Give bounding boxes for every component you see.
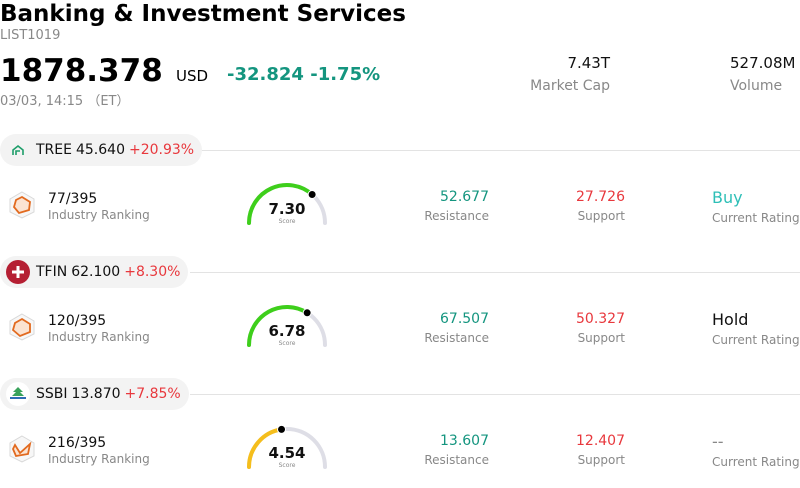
industry-rank-value: 120/395 — [48, 313, 107, 329]
current-rating-label: Current Rating — [712, 455, 800, 469]
stock-pill-tfin[interactable]: TFIN 62.100 +8.30% — [0, 256, 189, 288]
index-code: LIST1019 — [0, 28, 61, 43]
industry-ranking-icon — [9, 313, 35, 341]
score-gauge — [247, 183, 327, 225]
score-label: Score — [278, 340, 296, 347]
industry-ranking-icon — [9, 435, 35, 463]
volume-value: 527.08M — [730, 54, 796, 72]
support-label: Support — [577, 209, 625, 223]
section-divider — [195, 150, 800, 151]
gauge-marker — [307, 190, 317, 199]
current-rating-value: -- — [712, 432, 724, 451]
page-title: Banking & Investment Services — [0, 1, 406, 27]
current-rating-value: Buy — [712, 188, 743, 207]
gauge-fill — [247, 305, 310, 347]
score-gauge — [247, 305, 327, 347]
resistance-value: 67.507 — [440, 311, 489, 327]
support-value: 27.726 — [576, 189, 625, 205]
score-value: 6.78 — [268, 322, 306, 340]
resistance-label: Resistance — [424, 453, 489, 467]
volume-label: Volume — [730, 78, 783, 94]
score-gauge — [247, 424, 327, 469]
current-rating-label: Current Rating — [712, 333, 800, 347]
industry-rank-value: 216/395 — [48, 435, 107, 451]
resistance-value: 52.677 — [440, 189, 489, 205]
resistance-label: Resistance — [424, 209, 489, 223]
industry-rank-label: Industry Ranking — [48, 330, 150, 344]
market-cap-value: 7.43T — [567, 54, 610, 72]
currency-label: USD — [176, 67, 209, 85]
score-label: Score — [278, 462, 296, 469]
section-divider — [190, 272, 800, 273]
support-label: Support — [577, 331, 625, 345]
stock-price: 45.640 — [75, 142, 125, 158]
timestamp: 03/03, 14:15 （ET） — [0, 94, 130, 109]
score-label: Score — [278, 218, 296, 225]
stock-change-percent: +7.85% — [124, 386, 181, 402]
industry-rank-value: 77/395 — [48, 191, 98, 207]
score-value: 7.30 — [268, 200, 306, 218]
index-price: 1878.378 — [0, 53, 163, 89]
lendingtree-icon — [6, 138, 30, 162]
market-cap-label: Market Cap — [530, 78, 610, 94]
support-value: 12.407 — [576, 433, 625, 449]
stock-symbol: SSBI — [36, 386, 68, 402]
stock-pill-tree[interactable]: TREE 45.640 +20.93% — [0, 134, 203, 166]
price-change-value: -32.824 — [227, 64, 304, 85]
score-value: 4.54 — [268, 444, 306, 462]
support-label: Support — [577, 453, 625, 467]
stock-change-percent: +20.93% — [128, 142, 195, 158]
ssbi-tree-icon — [6, 382, 30, 406]
stock-symbol: TREE — [36, 142, 72, 158]
stock-symbol: TFIN — [36, 264, 68, 280]
gauge-marker — [277, 424, 287, 434]
price-change: -32.824 -1.75% — [227, 64, 380, 85]
stock-price: 62.100 — [71, 264, 121, 280]
triumph-cross-icon — [6, 260, 30, 284]
stock-pill-ssbi[interactable]: SSBI 13.870 +7.85% — [0, 378, 189, 410]
resistance-label: Resistance — [424, 331, 489, 345]
stock-change-percent: +8.30% — [124, 264, 181, 280]
current-rating-label: Current Rating — [712, 211, 800, 225]
stock-price: 13.870 — [71, 386, 121, 402]
price-change-percent: -1.75% — [310, 64, 381, 85]
industry-rank-label: Industry Ranking — [48, 452, 150, 466]
section-divider — [190, 394, 800, 395]
gauge-fill — [247, 183, 315, 225]
current-rating-value: Hold — [712, 310, 749, 329]
industry-ranking-icon — [9, 191, 35, 219]
gauge-marker — [302, 308, 312, 318]
industry-rank-label: Industry Ranking — [48, 208, 150, 222]
gauge-fill — [247, 427, 284, 469]
resistance-value: 13.607 — [440, 433, 489, 449]
support-value: 50.327 — [576, 311, 625, 327]
